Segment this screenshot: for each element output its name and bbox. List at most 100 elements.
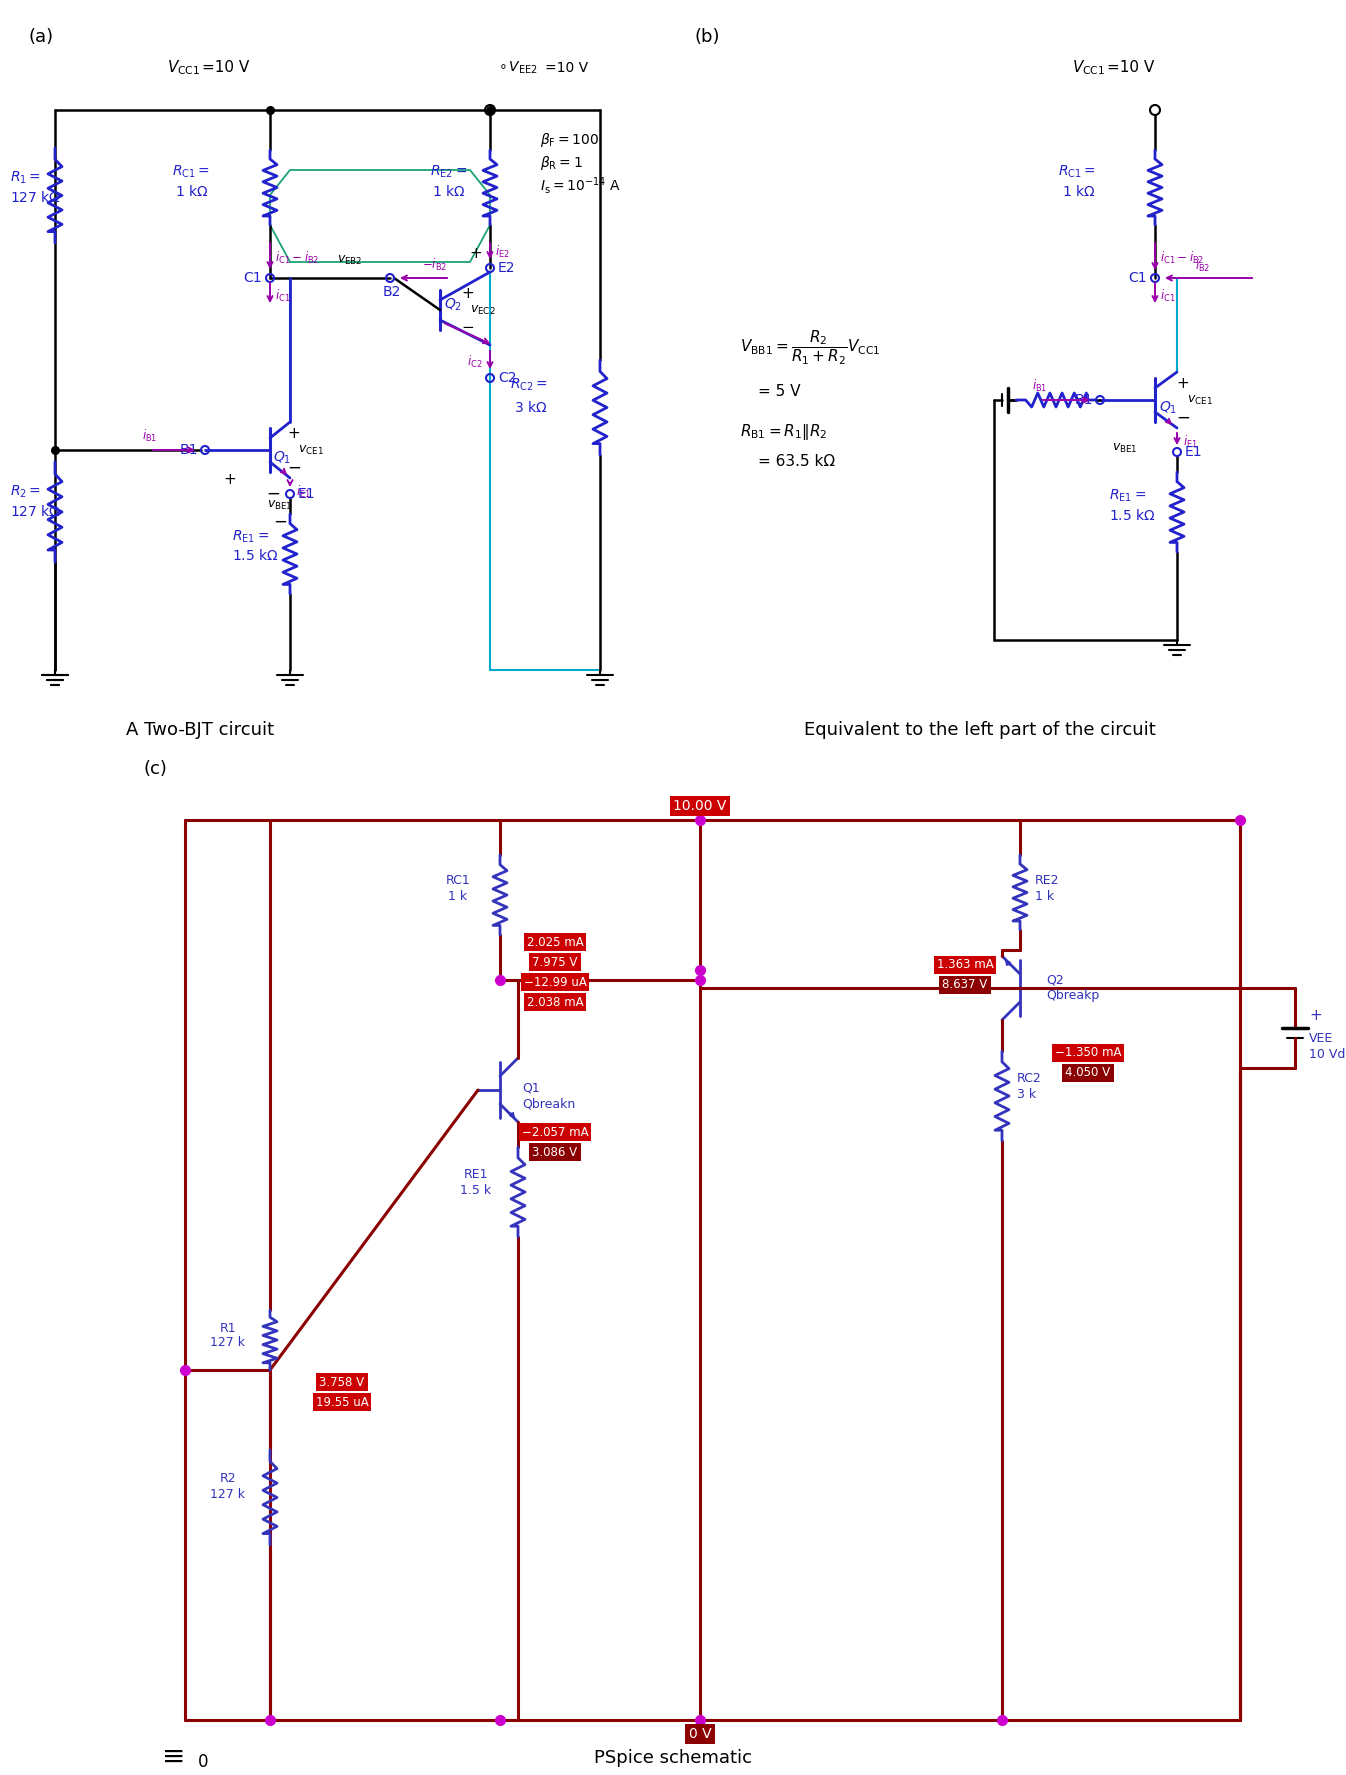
Text: $V_\mathrm{CC1}$: $V_\mathrm{CC1}$ bbox=[167, 59, 201, 78]
Text: RE1: RE1 bbox=[464, 1168, 489, 1182]
Text: −: − bbox=[1176, 408, 1190, 428]
Text: $R_\mathrm{E1}=$: $R_\mathrm{E1}=$ bbox=[232, 529, 269, 545]
Text: 1.5 k: 1.5 k bbox=[460, 1184, 491, 1198]
Text: B2: B2 bbox=[382, 286, 401, 298]
Text: $R_\mathrm{C2}=$: $R_\mathrm{C2}=$ bbox=[510, 376, 548, 394]
Text: $i_\mathrm{B2}$: $i_\mathrm{B2}$ bbox=[1195, 257, 1210, 273]
Text: 1.363 mA: 1.363 mA bbox=[937, 959, 993, 971]
Text: E1: E1 bbox=[1184, 446, 1202, 460]
Text: $I_\mathrm{s}=10^{-14}$ A: $I_\mathrm{s}=10^{-14}$ A bbox=[540, 176, 621, 197]
Text: $R_\mathrm{E1}=$: $R_\mathrm{E1}=$ bbox=[1109, 488, 1147, 504]
Text: $R_2=$: $R_2=$ bbox=[9, 485, 40, 501]
Text: $R_\mathrm{C1}=$: $R_\mathrm{C1}=$ bbox=[1058, 163, 1096, 181]
Text: $-i_\mathrm{B2}$: $-i_\mathrm{B2}$ bbox=[423, 257, 448, 273]
Text: $v_\mathrm{CE1}$: $v_\mathrm{CE1}$ bbox=[297, 444, 324, 456]
Text: −: − bbox=[267, 485, 280, 502]
Text: 1 k: 1 k bbox=[448, 889, 467, 902]
Text: PSpice schematic: PSpice schematic bbox=[594, 1748, 752, 1766]
Text: $i_\mathrm{B1}$: $i_\mathrm{B1}$ bbox=[1032, 378, 1047, 394]
Text: $V_\mathrm{BB1}=\dfrac{R_2}{R_1+R_2}V_\mathrm{CC1}$: $V_\mathrm{BB1}=\dfrac{R_2}{R_1+R_2}V_\m… bbox=[740, 328, 880, 367]
Text: 19.55 uA: 19.55 uA bbox=[315, 1395, 369, 1409]
Text: E2: E2 bbox=[498, 261, 516, 275]
Text: = 63.5 kΩ: = 63.5 kΩ bbox=[758, 454, 835, 470]
Text: 3.086 V: 3.086 V bbox=[533, 1145, 577, 1159]
Text: +: + bbox=[288, 426, 300, 442]
Text: +: + bbox=[462, 286, 474, 302]
Text: 1.5 k$\Omega$: 1.5 k$\Omega$ bbox=[232, 548, 279, 563]
Text: $\beta_\mathrm{F}=100$: $\beta_\mathrm{F}=100$ bbox=[540, 131, 599, 149]
Text: B1: B1 bbox=[1074, 392, 1093, 406]
Text: −2.057 mA: −2.057 mA bbox=[522, 1125, 588, 1138]
Text: 127 k$\Omega$: 127 k$\Omega$ bbox=[9, 190, 61, 206]
Text: −: − bbox=[462, 321, 474, 335]
Text: (a): (a) bbox=[28, 28, 52, 46]
Text: $i_\mathrm{E2}$: $i_\mathrm{E2}$ bbox=[495, 243, 510, 261]
Text: 3.758 V: 3.758 V bbox=[319, 1376, 365, 1388]
Text: $R_\mathrm{C1}=$: $R_\mathrm{C1}=$ bbox=[172, 163, 210, 181]
Text: Qbreakn: Qbreakn bbox=[522, 1097, 575, 1111]
Text: RC1: RC1 bbox=[446, 873, 470, 886]
Text: C1: C1 bbox=[244, 272, 262, 286]
Text: C1: C1 bbox=[1128, 272, 1147, 286]
Text: +: + bbox=[223, 472, 237, 488]
Text: 10 Vdc: 10 Vdc bbox=[1310, 1047, 1346, 1060]
Text: (b): (b) bbox=[695, 28, 720, 46]
Text: $v_\mathrm{EC2}$: $v_\mathrm{EC2}$ bbox=[470, 304, 495, 316]
Text: $i_\mathrm{C1}$: $i_\mathrm{C1}$ bbox=[275, 288, 291, 304]
Text: $Q_1$: $Q_1$ bbox=[273, 449, 291, 467]
Text: $i_\mathrm{C1}-i_\mathrm{B2}$: $i_\mathrm{C1}-i_\mathrm{B2}$ bbox=[1160, 250, 1205, 266]
Text: $i_\mathrm{C2}$: $i_\mathrm{C2}$ bbox=[467, 353, 482, 369]
Text: VEE: VEE bbox=[1310, 1031, 1334, 1044]
Text: $R_\mathrm{E2}=$: $R_\mathrm{E2}=$ bbox=[429, 163, 467, 181]
Text: C2: C2 bbox=[498, 371, 517, 385]
Text: −: − bbox=[273, 513, 287, 531]
Text: $\circ\,V_\mathrm{EE2}$: $\circ\,V_\mathrm{EE2}$ bbox=[498, 60, 538, 76]
Text: 7.975 V: 7.975 V bbox=[532, 955, 577, 969]
Text: $v_\mathrm{EB2}$: $v_\mathrm{EB2}$ bbox=[338, 254, 363, 266]
Text: $i_\mathrm{E1}$: $i_\mathrm{E1}$ bbox=[296, 485, 311, 501]
Text: 127 k: 127 k bbox=[210, 1337, 245, 1349]
Text: B1: B1 bbox=[179, 444, 198, 456]
Text: 0: 0 bbox=[198, 1754, 209, 1771]
Text: RE2: RE2 bbox=[1035, 873, 1059, 886]
Text: +: + bbox=[470, 245, 482, 261]
Text: = 5 V: = 5 V bbox=[758, 385, 801, 399]
Text: $R_\mathrm{B1}=R_1\|R_2$: $R_\mathrm{B1}=R_1\|R_2$ bbox=[740, 422, 828, 442]
Text: $i_\mathrm{E1}$: $i_\mathrm{E1}$ bbox=[1183, 433, 1198, 451]
Text: $v_\mathrm{BE1}$: $v_\mathrm{BE1}$ bbox=[267, 499, 293, 511]
Text: 10.00 V: 10.00 V bbox=[673, 799, 727, 813]
Text: 127 k: 127 k bbox=[210, 1487, 245, 1500]
Text: 1 k$\Omega$: 1 k$\Omega$ bbox=[175, 185, 209, 199]
Text: +: + bbox=[1176, 376, 1190, 392]
Text: $v_\mathrm{CE1}$: $v_\mathrm{CE1}$ bbox=[1187, 394, 1213, 406]
Text: $i_\mathrm{C1}$: $i_\mathrm{C1}$ bbox=[1160, 288, 1175, 304]
Text: R2: R2 bbox=[219, 1471, 237, 1484]
Text: 2.025 mA: 2.025 mA bbox=[526, 935, 583, 948]
Text: $i_\mathrm{C1}-i_\mathrm{B2}$: $i_\mathrm{C1}-i_\mathrm{B2}$ bbox=[275, 250, 319, 266]
Text: 2.038 mA: 2.038 mA bbox=[526, 996, 583, 1008]
Text: Qbreakp: Qbreakp bbox=[1046, 989, 1100, 1003]
Text: $V_\mathrm{CC1}$: $V_\mathrm{CC1}$ bbox=[1071, 59, 1105, 78]
Text: =10 V: =10 V bbox=[545, 60, 588, 75]
Text: Q1: Q1 bbox=[522, 1081, 540, 1095]
Text: $\beta_\mathrm{R}=1$: $\beta_\mathrm{R}=1$ bbox=[540, 154, 583, 172]
Text: −: − bbox=[287, 460, 302, 477]
Text: 1 k$\Omega$: 1 k$\Omega$ bbox=[432, 185, 466, 199]
Text: 1 k$\Omega$: 1 k$\Omega$ bbox=[1062, 185, 1096, 199]
Text: R1: R1 bbox=[219, 1322, 237, 1335]
Text: A Two-BJT circuit: A Two-BJT circuit bbox=[127, 721, 275, 738]
Text: $v_\mathrm{BE1}$: $v_\mathrm{BE1}$ bbox=[1112, 442, 1137, 454]
Text: $i_\mathrm{B1}$: $i_\mathrm{B1}$ bbox=[143, 428, 157, 444]
Text: $\equiv$: $\equiv$ bbox=[156, 1741, 184, 1770]
Text: 3 k$\Omega$: 3 k$\Omega$ bbox=[514, 401, 548, 415]
Text: $Q_2$: $Q_2$ bbox=[444, 296, 462, 312]
Text: =10 V: =10 V bbox=[1106, 60, 1155, 76]
Text: (c): (c) bbox=[143, 760, 167, 777]
Text: Equivalent to the left part of the circuit: Equivalent to the left part of the circu… bbox=[804, 721, 1156, 738]
Text: 8.637 V: 8.637 V bbox=[942, 978, 988, 992]
Text: RC2: RC2 bbox=[1018, 1072, 1042, 1086]
Text: 4.050 V: 4.050 V bbox=[1066, 1067, 1110, 1079]
Text: 1 k: 1 k bbox=[1035, 889, 1054, 902]
Text: 1.5 k$\Omega$: 1.5 k$\Omega$ bbox=[1109, 508, 1156, 524]
Text: −1.350 mA: −1.350 mA bbox=[1055, 1047, 1121, 1060]
